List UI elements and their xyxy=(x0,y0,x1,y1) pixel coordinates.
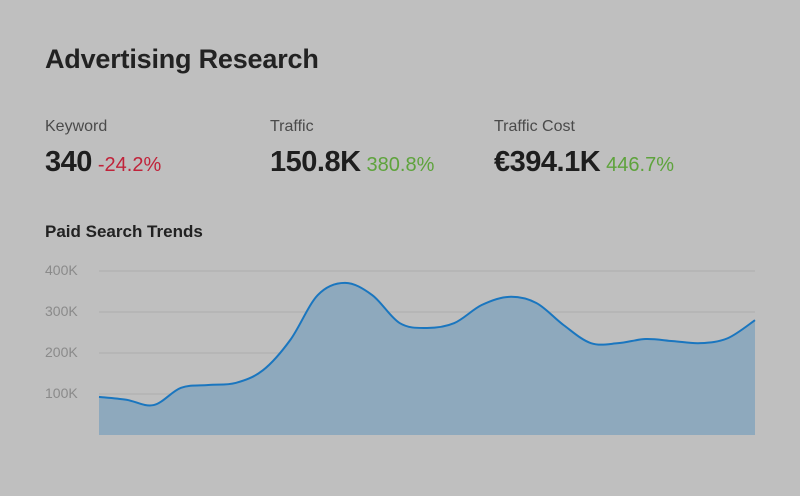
y-axis-tick: 200K xyxy=(45,344,78,360)
metric-label: Traffic xyxy=(270,118,314,135)
metric-traffic: Traffic 150.8K 380.8% xyxy=(270,118,434,179)
page-title: Advertising Research xyxy=(45,44,319,74)
metric-label: Traffic Cost xyxy=(494,118,575,135)
chart-title: Paid Search Trends xyxy=(45,222,203,241)
y-axis-tick: 100K xyxy=(45,385,78,401)
metric-label: Keyword xyxy=(45,118,108,135)
metric-traffic-cost: Traffic Cost €394.1K 446.7% xyxy=(494,118,674,179)
y-axis-tick: 400K xyxy=(45,262,78,278)
metric-value: 150.8K xyxy=(270,146,361,178)
metric-delta: 380.8% xyxy=(366,154,435,176)
metric-value: 340 xyxy=(45,146,92,178)
metric-keyword: Keyword 340 -24.2% xyxy=(45,118,161,179)
y-axis-tick: 300K xyxy=(45,303,78,319)
chart-line xyxy=(98,281,756,407)
metric-delta: 446.7% xyxy=(606,154,674,176)
metric-value: €394.1K xyxy=(494,146,601,178)
chart-area xyxy=(99,282,755,435)
metric-delta: -24.2% xyxy=(97,154,162,176)
